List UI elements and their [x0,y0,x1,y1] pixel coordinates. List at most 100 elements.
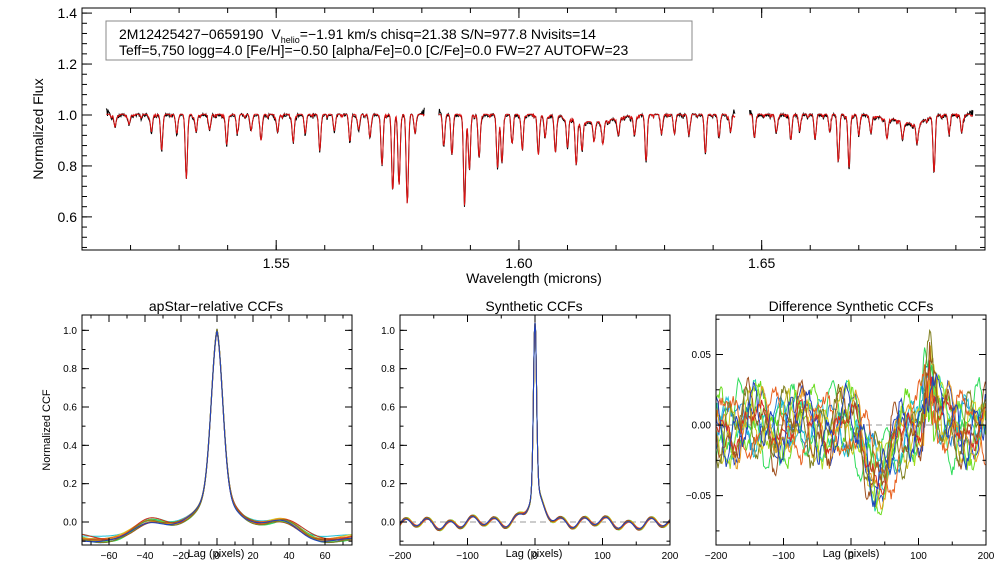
synthetic-ccf-xtick-label: 200 [662,551,679,562]
apstar-ccf-ytick-label: 0.8 [63,364,77,375]
difference-ccf-ytick-label: −0.05 [686,491,712,502]
apstar-ccf-line [81,329,353,542]
apstar-ccf-line [81,330,353,543]
apstar-ccf-ytick-label: 0.4 [63,441,77,452]
synthetic-ccf-ytick-label: 0.2 [381,479,395,490]
apstar-ccf-ytick-label: 0.2 [63,479,77,490]
info-star-id: 2M12425427−0659190 [119,26,264,42]
difference-ccf-traces [715,328,986,516]
difference-ccf-line [715,372,986,508]
apstar-ccf-title: apStar−relative CCFs [149,298,283,314]
spectrum-ytick-label: 1.4 [58,5,78,21]
apstar-ccf-line [81,331,353,540]
info-line-1: 2M12425427−0659190 Vhelio=−1.91 km/s chis… [119,26,596,45]
synthetic-ccf-line [399,323,671,532]
spectrum-model-line [106,112,425,204]
synthetic-ccf-frame [399,314,671,546]
synthetic-ccf-xtick-label: −100 [456,551,479,562]
difference-ccf-ytick-label: 0.05 [692,350,712,361]
apstar-ccf-ytick-label: 0.6 [63,403,77,414]
spectrum-ytick-label: 1.0 [58,107,78,123]
apstar-ccf-line [81,329,353,543]
apstar-ccf-traces [81,328,353,544]
apstar-ccf-line [81,328,353,544]
apstar-ccf-xtick-label: 0 [214,551,220,562]
difference-ccf-xtick-label: −100 [772,551,795,562]
synthetic-ccf-line [399,323,671,531]
info-vhelio-label: V [271,26,281,42]
apstar-ccf-axes: −60 −40 −20 0 20 40 60 0.0 0.2 0.4 0.6 0.8 1.0 [63,315,352,562]
synthetic-ccf-line [399,323,671,532]
apstar-ccf-line [81,331,353,537]
difference-ccf-xtick-label: 200 [978,551,995,562]
synthetic-ccf-xtick-label: 100 [594,551,611,562]
synthetic-ccf-ytick-label: 0.4 [381,441,395,452]
synthetic-ccf-axes: −200 −100 0 100 200 0.0 0.2 0.4 0.6 0.8 1.0 [381,315,679,562]
apstar-ccf-line [81,329,353,540]
apstar-ccf-line [81,328,353,542]
spectrum-frame [81,7,986,251]
apstar-ccf-line [81,331,353,541]
apstar-ccf-line [81,328,353,544]
difference-ccf-line [715,345,986,489]
spectrum-xtick-label: 1.65 [748,255,775,271]
difference-ccf-line [715,328,986,482]
synthetic-ccf-line [399,322,671,531]
difference-ccf-ytick-label: 0.00 [692,421,712,432]
apstar-ccf-line [81,328,353,543]
apstar-ccf-xlabel: Lag (pixels) [188,548,245,560]
difference-ccf-title: Difference Synthetic CCFs [769,298,934,314]
apstar-ccf-line [82,331,352,540]
spectrum-traces [105,107,974,207]
spectrum-axes: 1.55 1.60 1.65 0.6 0.8 1.0 1.2 1.4 [58,5,985,271]
difference-ccf-line [715,374,986,509]
difference-ccf-xtick-label: −200 [705,551,728,562]
apstar-ccf-xtick-label: −60 [101,551,118,562]
spectrum-model-line [438,112,736,206]
apstar-ccf-xtick-label: −40 [137,551,154,562]
spectrum-xlabel: Wavelength (microns) [466,270,602,286]
apstar-ccf-panel: apStar−relative CCFs −60 −40 −20 0 20 40 60 0.0… [41,298,353,562]
apstar-ccf-xtick-label: 40 [283,551,295,562]
synthetic-ccf-traces [399,321,671,532]
synthetic-ccf-line [399,322,671,531]
synthetic-ccf-line [399,323,671,530]
difference-ccf-xtick-label: 100 [910,551,927,562]
spectrum-ytick-label: 1.2 [58,56,78,72]
spectrum-observed-line [105,107,425,203]
synthetic-ccf-ytick-label: 0.8 [381,364,395,375]
synthetic-ccf-line [399,323,671,531]
spectrum-ytick-label: 0.8 [58,158,78,174]
apstar-ccf-line [81,330,353,540]
spectrum-ytick-label: 0.6 [58,209,78,225]
difference-ccf-xlabel: Lag (pixels) [823,548,880,560]
apstar-ccf-ylabel: Normalized CCF [41,389,53,471]
synthetic-ccf-xtick-label: −200 [389,551,412,562]
synthetic-ccf-line [399,323,671,531]
synthetic-ccf-line [399,322,671,531]
spectrum-ylabel: Normalized Flux [30,78,46,179]
synthetic-ccf-xtick-label: 0 [532,551,538,562]
spectrum-xtick-label: 1.60 [505,255,532,271]
synthetic-ccf-line [399,321,671,532]
synthetic-ccf-ytick-label: 0.0 [381,518,395,529]
info-box: 2M12425427−0659190 Vhelio=−1.91 km/s chis… [105,20,693,61]
synthetic-ccf-ytick-label: 1.0 [381,326,395,337]
info-line-2: Teff=5,750 logg=4.0 [Fe/H]=−0.50 [alpha/… [119,42,628,58]
synthetic-ccf-ytick-label: 0.6 [381,403,395,414]
spectrum-xtick-label: 1.55 [263,255,290,271]
spectrum-panel: 1.55 1.60 1.65 0.6 0.8 1.0 1.2 1.4 Wavelength (… [30,5,986,286]
synthetic-ccf-panel: Synthetic CCFs −200 −100 0 100 200 0.0 0.2 0.4 0… [381,298,679,562]
spectrum-model-line [749,112,974,173]
apstar-ccf-frame [81,314,353,546]
info-line-1-rest: =−1.91 km/s chisq=21.38 S/N=977.8 Nvisit… [300,26,596,42]
info-box-frame [105,20,693,61]
synthetic-ccf-line [399,323,671,531]
apstar-ccf-xtick-label: 20 [247,551,259,562]
apstar-ccf-xtick-label: −20 [173,551,190,562]
info-vhelio-sub: helio [281,35,300,45]
apstar-ccf-ytick-label: 0.0 [63,518,77,529]
apstar-ccf-line [81,329,353,540]
apstar-ccf-xtick-label: 60 [319,551,331,562]
